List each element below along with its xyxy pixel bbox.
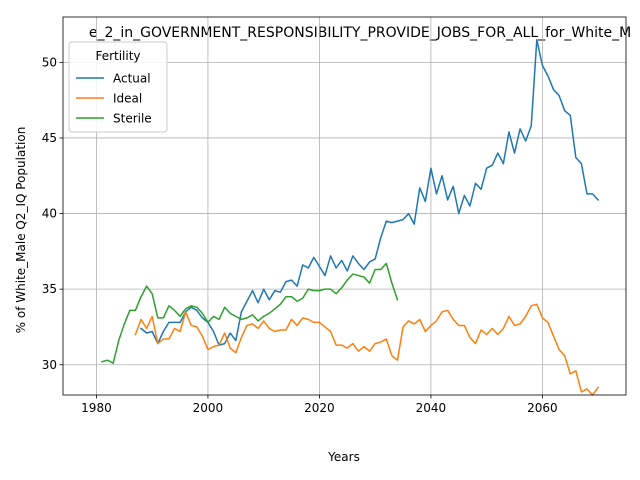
grid <box>63 17 626 395</box>
x-tick-label: 1980 <box>81 401 112 415</box>
y-tick-label: 40 <box>42 207 57 221</box>
y-tick-label: 30 <box>42 358 57 372</box>
y-axis-label: % of White_Male Q2_IQ Population <box>14 127 28 334</box>
legend-entries: Actual Ideal Sterile <box>76 72 152 126</box>
legend-label-actual: Actual <box>113 72 151 86</box>
plot-area-frame <box>62 16 627 396</box>
x-tick-label: 2060 <box>527 401 558 415</box>
axis-ticks: 1980 2000 2020 2040 2060 30 35 40 45 50 <box>42 55 558 415</box>
x-tick-label: 2000 <box>193 401 224 415</box>
x-tick-label: 2040 <box>416 401 447 415</box>
series-lines <box>101 38 600 396</box>
legend: Fertility Actual Ideal Sterile <box>68 41 168 133</box>
chart-title: e_2_in_GOVERNMENT_RESPONSIBILITY_PROVIDE… <box>89 25 631 41</box>
legend-title: Fertility <box>95 49 140 63</box>
series-line-actual <box>139 38 600 346</box>
series-line-sterile <box>101 262 399 364</box>
y-tick-label: 35 <box>42 282 57 296</box>
x-tick-label: 2020 <box>304 401 335 415</box>
y-tick-label: 50 <box>42 55 57 69</box>
legend-label-ideal: Ideal <box>113 92 142 106</box>
legend-label-sterile: Sterile <box>113 112 152 126</box>
series-line-ideal <box>134 303 600 396</box>
y-tick-label: 45 <box>42 131 57 145</box>
legend-box <box>68 41 168 133</box>
x-axis-label: Years <box>327 450 360 464</box>
